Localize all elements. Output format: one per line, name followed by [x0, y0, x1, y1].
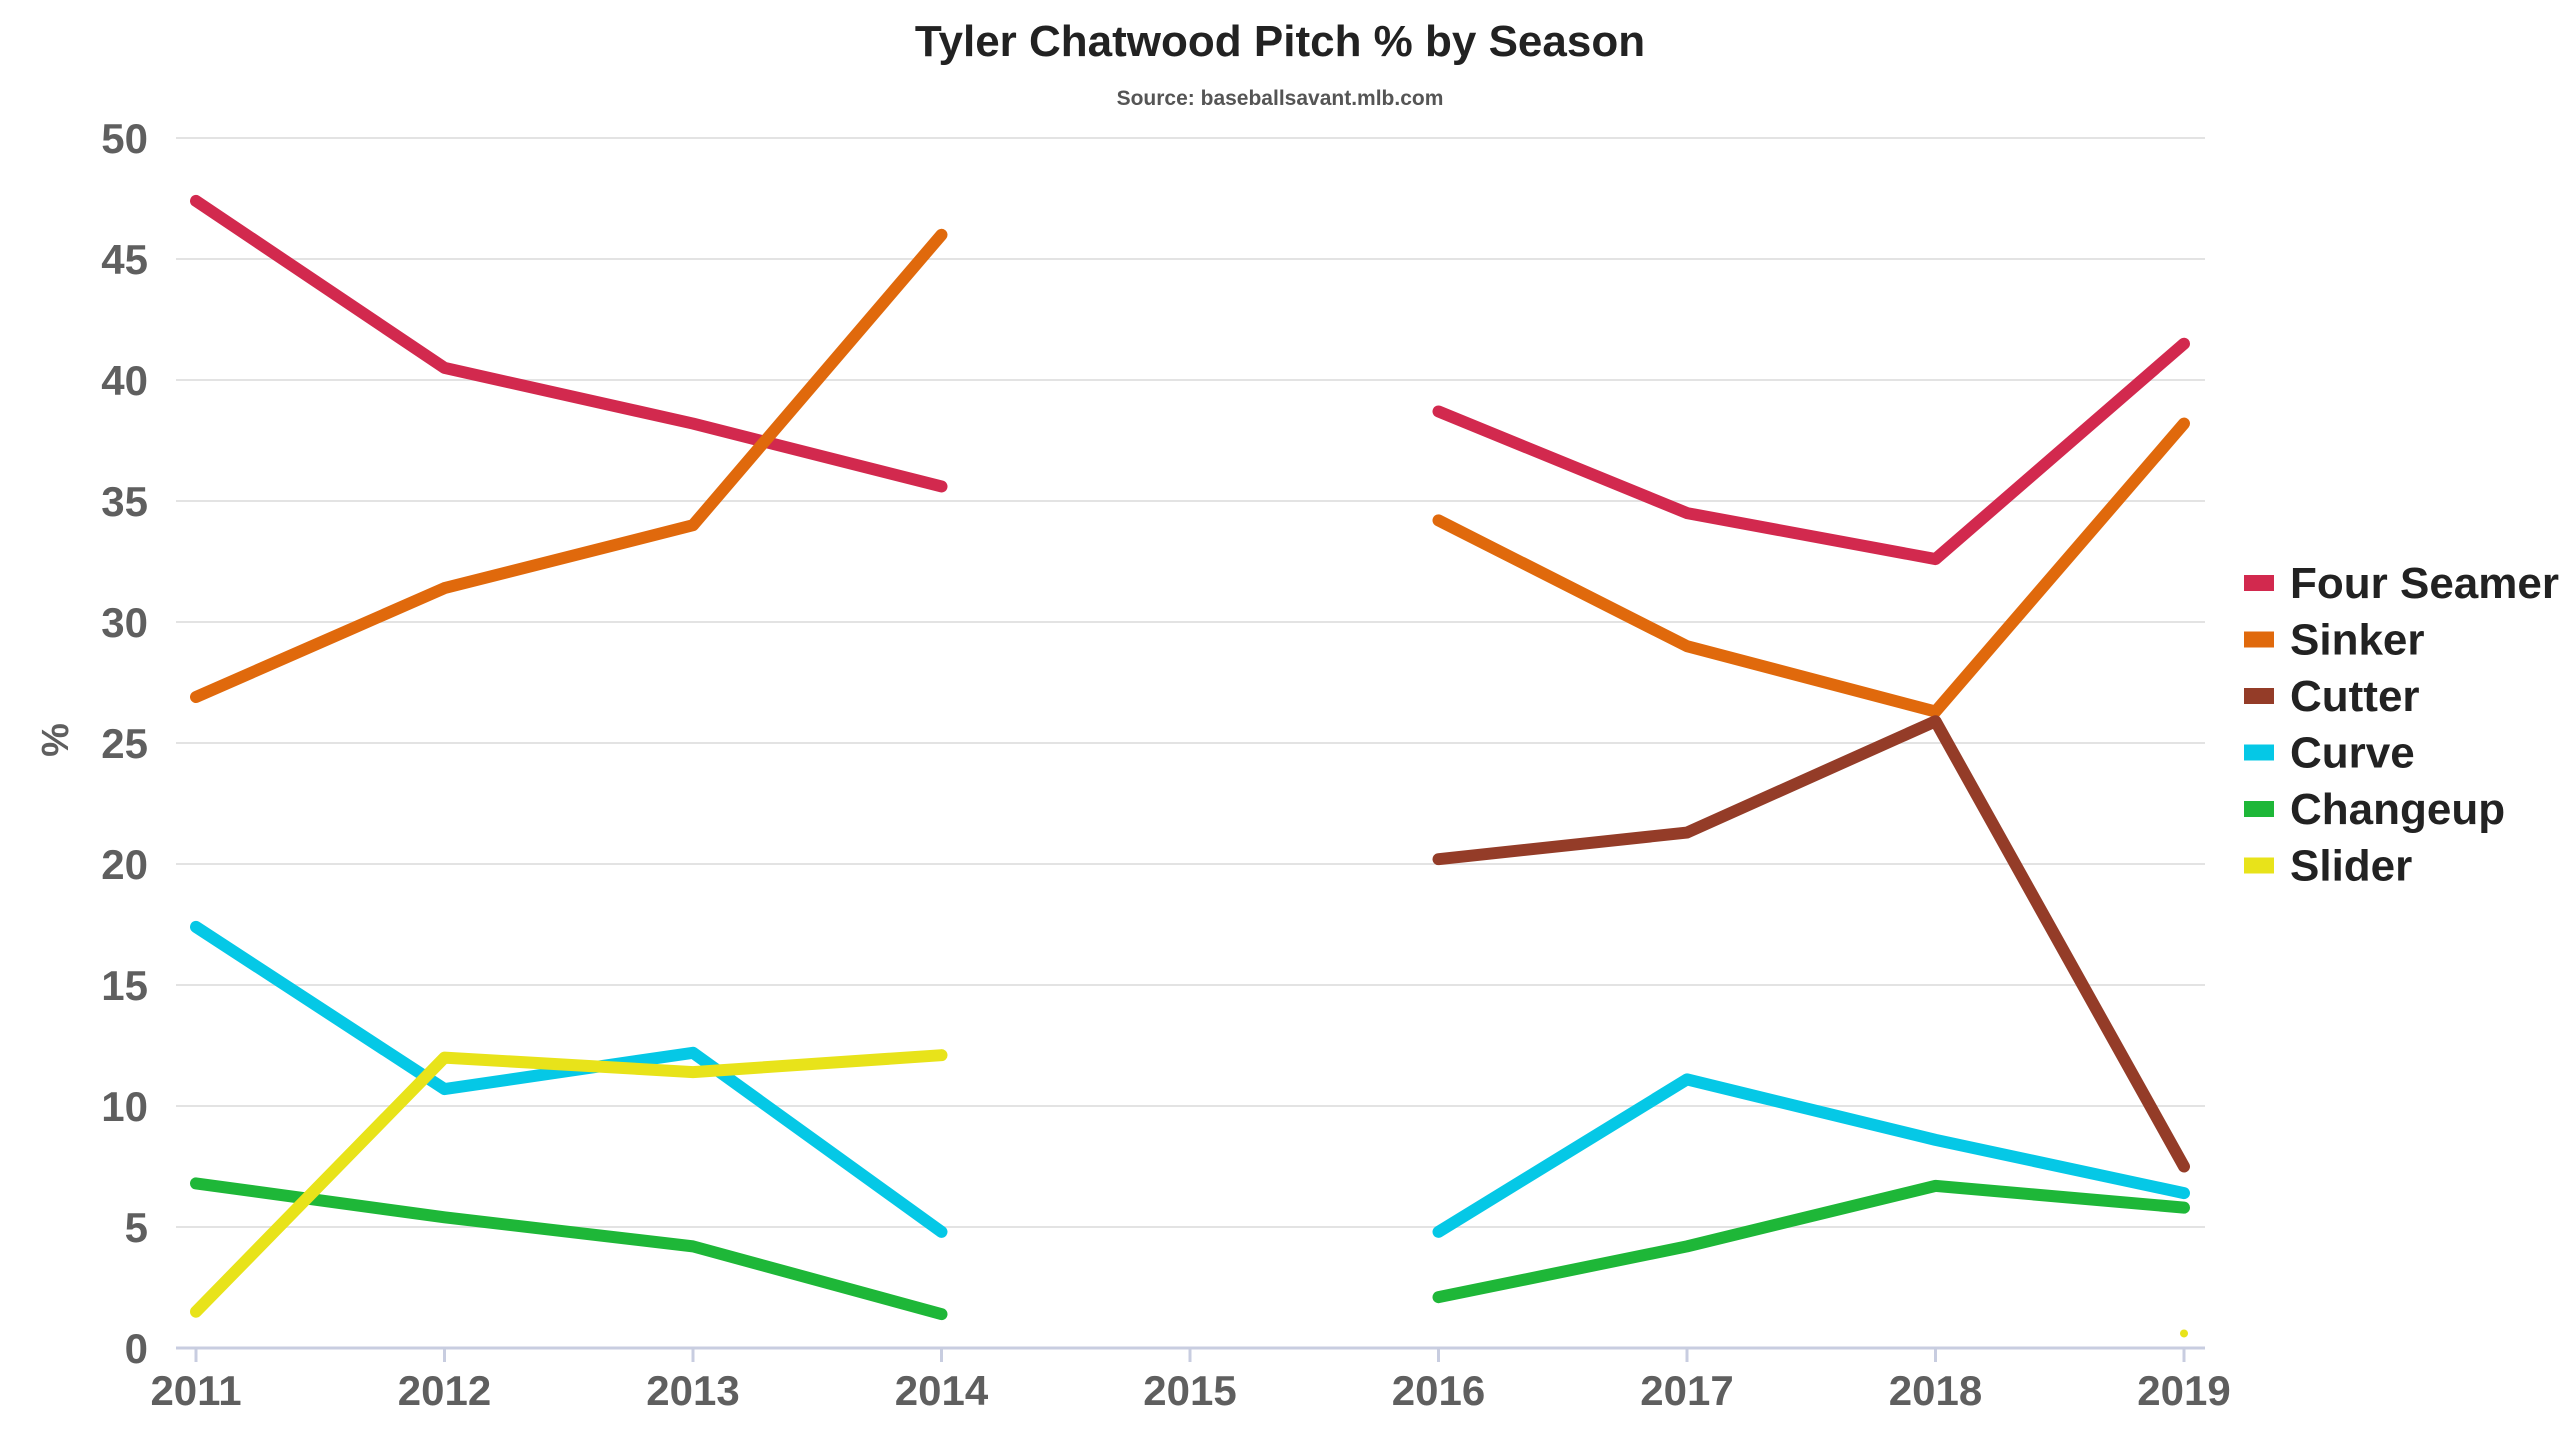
legend-swatch: [2244, 801, 2274, 817]
x-axis-ticks: 2011 2012 2013 2014 2015 2016 2017 2018 2019: [150, 1348, 2231, 1414]
legend-label: Changeup: [2290, 785, 2505, 834]
y-tick-label: 5: [125, 1204, 148, 1251]
legend-label: Four Seamer: [2290, 559, 2559, 608]
y-axis-title: %: [35, 723, 77, 757]
y-tick-label: 45: [101, 236, 148, 283]
grid-lines: [176, 137, 2205, 1228]
x-tick-label: 2013: [646, 1367, 739, 1414]
legend-label: Sinker: [2290, 616, 2425, 665]
x-tick-label: 2017: [1640, 1367, 1733, 1414]
series-line: [1432, 337, 2190, 566]
y-tick-label: 10: [101, 1083, 148, 1130]
series-line: [190, 194, 948, 493]
series-line: [1432, 1179, 2190, 1304]
x-tick-label: 2011: [150, 1367, 241, 1414]
legend-swatch: [2244, 631, 2274, 648]
y-tick-label: 20: [101, 841, 148, 888]
legend-swatch: [2244, 575, 2274, 591]
y-tick-label: 30: [101, 599, 148, 646]
y-tick-label: 0: [125, 1325, 148, 1372]
series-changeup: [190, 1177, 2190, 1321]
series-curve: [190, 920, 2190, 1238]
series-sinker: [190, 228, 2190, 718]
series-line: [1432, 417, 2190, 718]
x-tick-label: 2012: [398, 1367, 491, 1414]
chart-subtitle: Source: baseballsavant.mlb.com: [1117, 87, 1444, 110]
series-line: [190, 228, 948, 704]
x-tick-label: 2019: [2137, 1367, 2230, 1414]
legend-item-cutter[interactable]: Cutter: [2244, 672, 2420, 721]
series-slider: [190, 1049, 2188, 1338]
x-tick-label: 2018: [1889, 1367, 1982, 1414]
legend-swatch: [2244, 688, 2274, 704]
legend-item-four-seamer[interactable]: Four Seamer: [2244, 559, 2559, 608]
series-line: [190, 1177, 948, 1321]
y-tick-label: 50: [101, 115, 148, 162]
legend-item-changeup[interactable]: Changeup: [2244, 785, 2505, 834]
legend[interactable]: Four Seamer Sinker Cutter Curve Changeup Slid…: [2244, 559, 2559, 891]
y-tick-label: 35: [101, 478, 148, 525]
data-point: [2180, 1329, 2188, 1338]
legend-label: Curve: [2290, 729, 2415, 778]
legend-swatch: [2244, 857, 2274, 874]
series-four-seamer: [190, 194, 2190, 566]
legend-item-sinker[interactable]: Sinker: [2244, 616, 2425, 665]
y-tick-label: 40: [101, 357, 148, 404]
series-line: [1432, 1073, 2190, 1238]
x-tick-label: 2014: [895, 1367, 989, 1414]
series-line: [190, 920, 948, 1238]
y-axis-ticks: 0 5 10 15 20 25 30 35 40 45 50: [101, 115, 148, 1372]
series-cutter: [1432, 715, 2190, 1173]
legend-swatch: [2244, 744, 2274, 761]
y-tick-label: 25: [101, 720, 148, 767]
legend-item-curve[interactable]: Curve: [2244, 729, 2415, 778]
chart-title: Tyler Chatwood Pitch % by Season: [915, 17, 1645, 66]
legend-item-slider[interactable]: Slider: [2244, 842, 2412, 891]
series-line: [1432, 715, 2190, 1173]
legend-label: Slider: [2290, 842, 2412, 891]
legend-label: Cutter: [2290, 672, 2420, 721]
x-tick-label: 2015: [1143, 1367, 1236, 1414]
series-lines: [190, 194, 2190, 1338]
y-tick-label: 15: [101, 962, 148, 1009]
x-tick-label: 2016: [1392, 1367, 1485, 1414]
series-line: [190, 1049, 948, 1318]
